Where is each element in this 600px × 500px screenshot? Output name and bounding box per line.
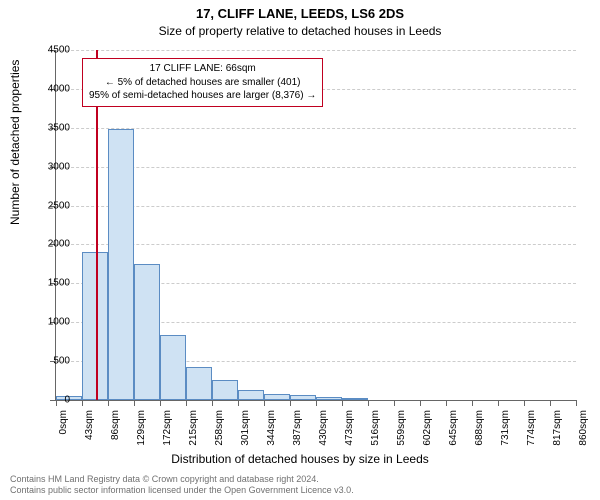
y-tick-label: 4000 (30, 83, 70, 94)
x-tick-label: 215sqm (188, 410, 199, 446)
footer-line2: Contains public sector information licen… (10, 485, 354, 496)
x-tick (316, 400, 317, 406)
x-tick-label: 645sqm (448, 410, 459, 446)
gridline (56, 50, 576, 51)
x-tick (524, 400, 525, 406)
x-tick (342, 400, 343, 406)
x-tick-label: 430sqm (318, 410, 329, 446)
x-tick (550, 400, 551, 406)
x-tick-label: 387sqm (292, 410, 303, 446)
x-axis-label: Distribution of detached houses by size … (0, 452, 600, 466)
x-tick-label: 817sqm (552, 410, 563, 446)
x-tick (446, 400, 447, 406)
x-tick-label: 602sqm (422, 410, 433, 446)
x-tick (82, 400, 83, 406)
histogram-bar (316, 397, 342, 400)
x-tick (134, 400, 135, 406)
x-tick-label: 559sqm (396, 410, 407, 446)
x-tick (238, 400, 239, 406)
info-box-line1: 17 CLIFF LANE: 66sqm (89, 62, 316, 76)
x-tick (420, 400, 421, 406)
histogram-bar (342, 398, 368, 400)
histogram-bar (186, 367, 212, 400)
gridline (56, 244, 576, 245)
footer-line1: Contains HM Land Registry data © Crown c… (10, 474, 354, 485)
y-tick-label: 3500 (30, 122, 70, 133)
x-tick (576, 400, 577, 406)
x-tick (394, 400, 395, 406)
x-tick-label: 86sqm (110, 410, 121, 440)
info-box-line3: 95% of semi-detached houses are larger (… (89, 89, 316, 103)
y-tick-label: 2000 (30, 239, 70, 250)
y-tick-label: 0 (30, 395, 70, 406)
y-tick-label: 2500 (30, 200, 70, 211)
y-tick-label: 4500 (30, 45, 70, 56)
gridline (56, 128, 576, 129)
x-tick-label: 0sqm (58, 410, 69, 434)
x-tick-label: 688sqm (474, 410, 485, 446)
info-box: 17 CLIFF LANE: 66sqm ← 5% of detached ho… (82, 58, 323, 107)
x-tick-label: 774sqm (526, 410, 537, 446)
x-tick (498, 400, 499, 406)
x-tick-label: 344sqm (266, 410, 277, 446)
x-tick-label: 129sqm (136, 410, 147, 446)
chart-container: 17, CLIFF LANE, LEEDS, LS6 2DS Size of p… (0, 0, 600, 500)
x-tick (160, 400, 161, 406)
y-tick-label: 500 (30, 356, 70, 367)
gridline (56, 167, 576, 168)
page-subtitle: Size of property relative to detached ho… (0, 24, 600, 38)
footer: Contains HM Land Registry data © Crown c… (10, 474, 354, 497)
histogram-bar (160, 335, 186, 400)
x-tick-label: 473sqm (344, 410, 355, 446)
gridline (56, 206, 576, 207)
histogram-bar (290, 395, 316, 400)
x-tick-label: 258sqm (214, 410, 225, 446)
x-tick (290, 400, 291, 406)
x-tick-label: 43sqm (84, 410, 95, 440)
x-tick (264, 400, 265, 406)
histogram-bar (238, 390, 264, 400)
x-tick-label: 731sqm (500, 410, 511, 446)
x-tick (212, 400, 213, 406)
x-tick-label: 172sqm (162, 410, 173, 446)
y-axis-label: Number of detached properties (8, 60, 22, 225)
x-tick (368, 400, 369, 406)
info-box-line2: ← 5% of detached houses are smaller (401… (89, 76, 316, 90)
x-tick (186, 400, 187, 406)
y-tick-label: 1000 (30, 317, 70, 328)
x-tick (108, 400, 109, 406)
histogram-bar (264, 394, 290, 400)
histogram-bar (212, 380, 238, 400)
x-tick-label: 860sqm (578, 410, 589, 446)
histogram-bar (108, 129, 134, 400)
y-tick-label: 3000 (30, 161, 70, 172)
x-tick-label: 516sqm (370, 410, 381, 446)
page-title: 17, CLIFF LANE, LEEDS, LS6 2DS (0, 6, 600, 21)
x-tick (472, 400, 473, 406)
histogram-bar (134, 264, 160, 400)
y-tick-label: 1500 (30, 278, 70, 289)
x-tick-label: 301sqm (240, 410, 251, 446)
